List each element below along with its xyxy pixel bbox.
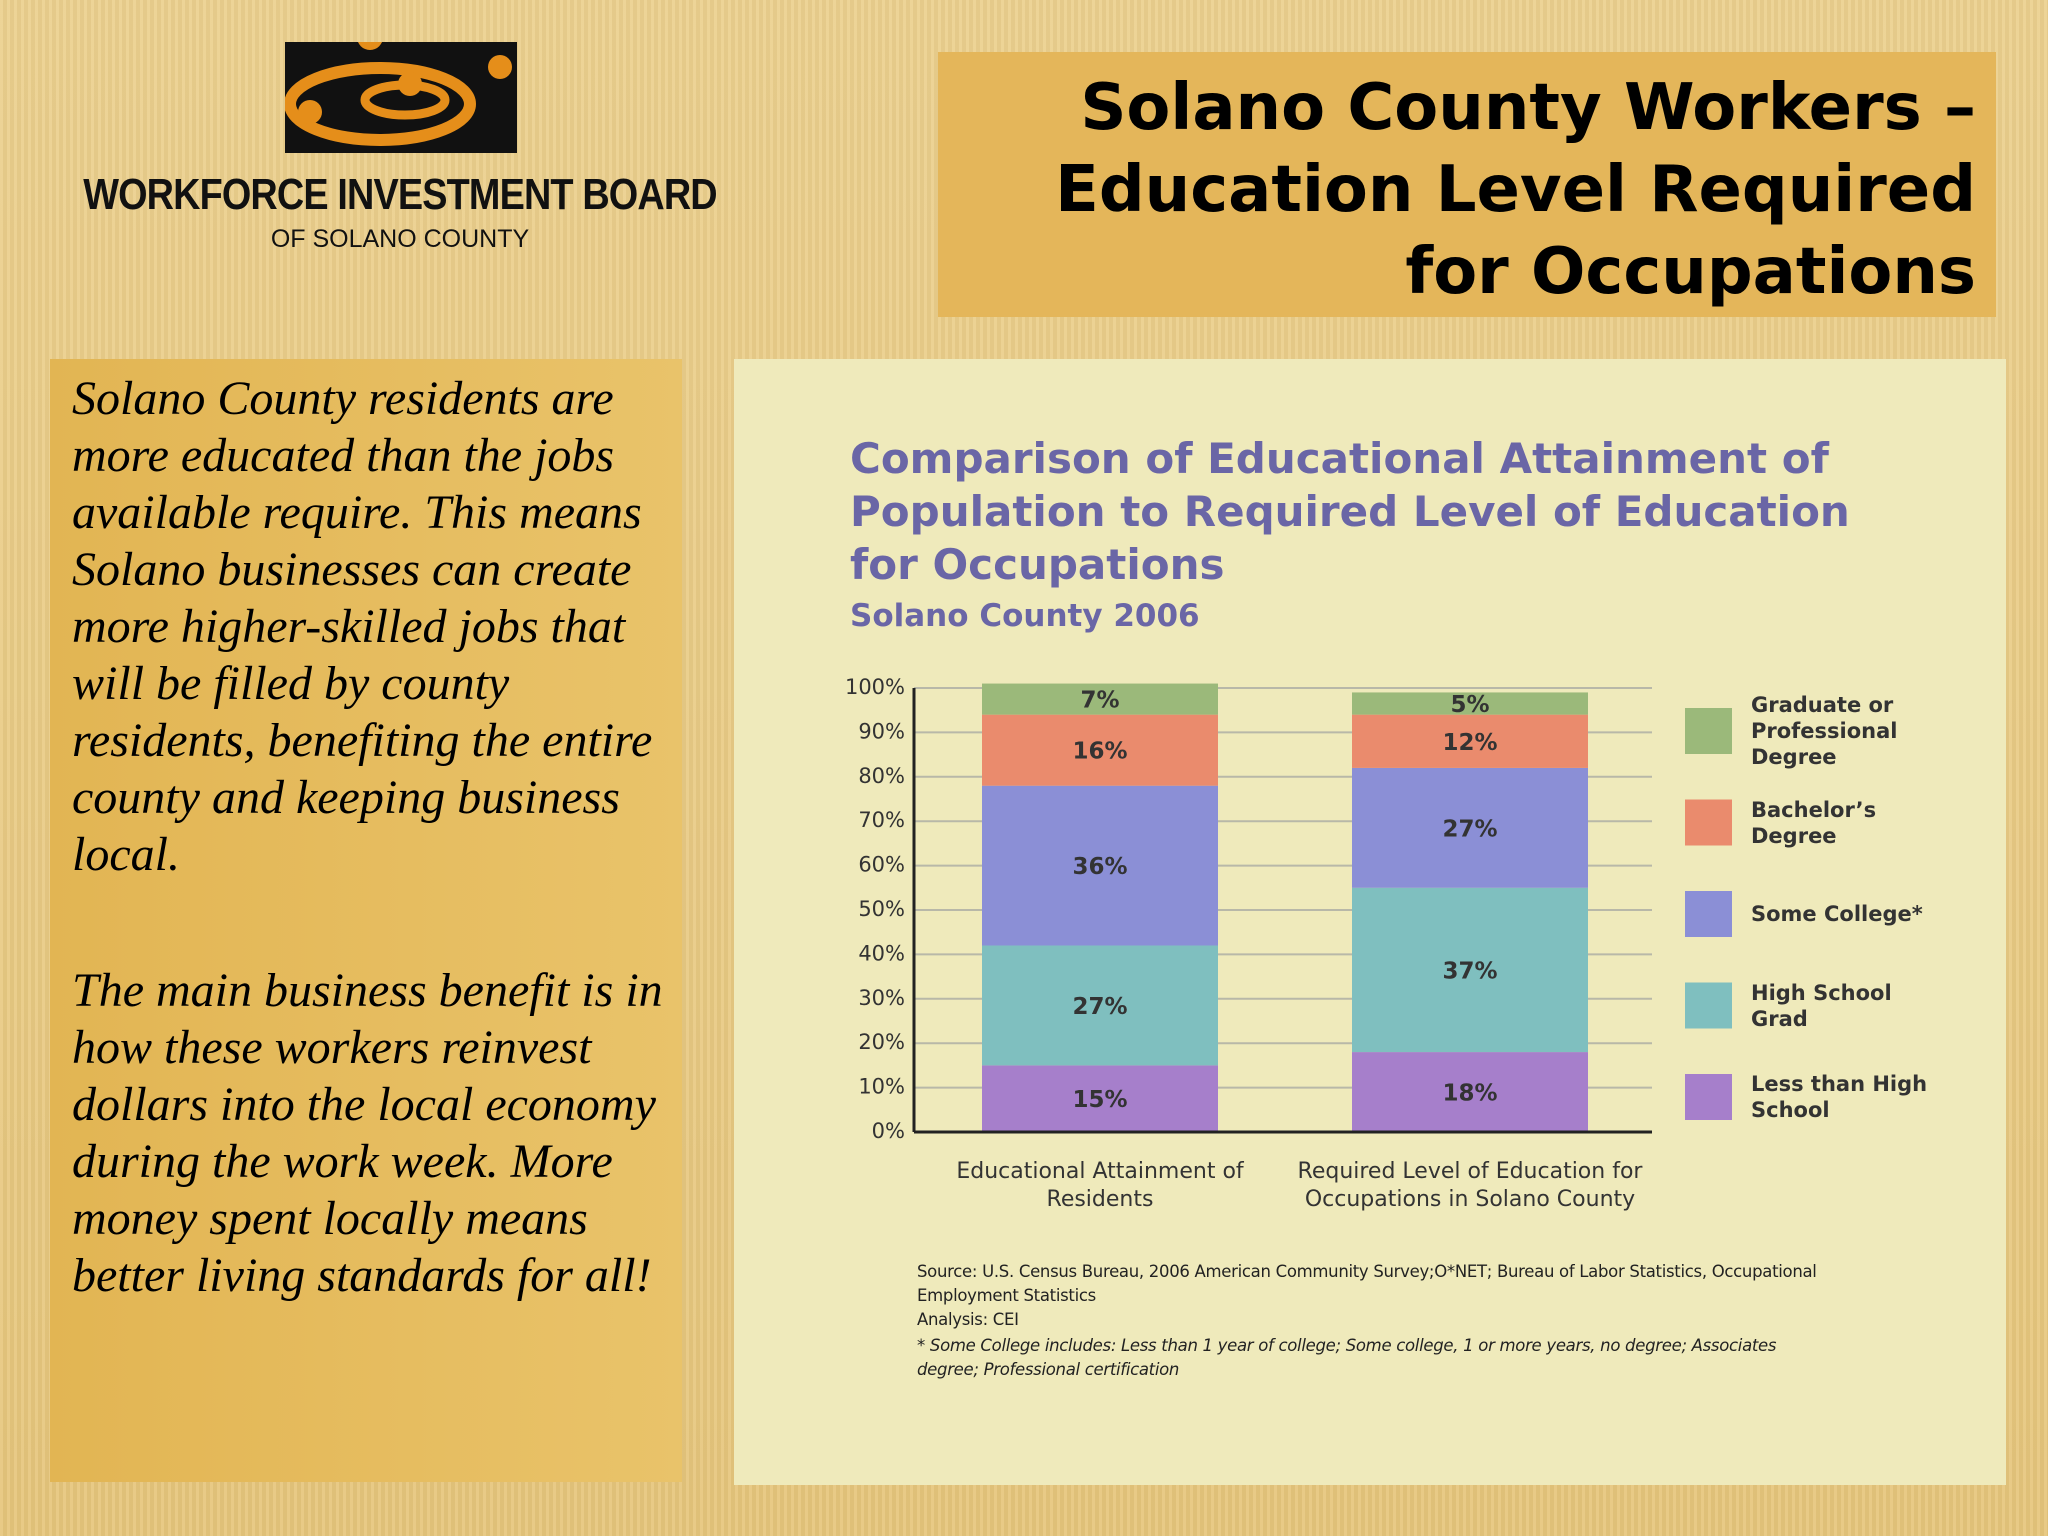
y-tick-label: 50% bbox=[858, 897, 905, 921]
paragraph: Solano County residents are more educate… bbox=[72, 372, 653, 881]
bar-segment bbox=[1352, 692, 1588, 715]
chart-subtitle: Solano County 2006 bbox=[850, 598, 1200, 634]
x-tick-label: Educational Attainment of Residents bbox=[956, 1159, 1244, 1212]
bar-segment bbox=[982, 714, 1218, 786]
data-label: 27% bbox=[1072, 994, 1127, 1020]
logo-subname: OF SOLANO COUNTY bbox=[270, 225, 530, 253]
y-tick-label: 0% bbox=[872, 1119, 905, 1143]
x-tick-label: Required Level of Education for Occupati… bbox=[1297, 1159, 1643, 1212]
legend-label: Some College* bbox=[1751, 902, 1923, 926]
slide-title: Education Level Required bbox=[1055, 153, 1976, 227]
bar-segment bbox=[1352, 767, 1588, 888]
data-label: 36% bbox=[1072, 854, 1127, 880]
y-tick-label: 80% bbox=[858, 764, 905, 788]
legend-swatch bbox=[1685, 891, 1732, 937]
paragraph: The main business benefit is in how thes… bbox=[72, 964, 663, 1302]
data-label: 18% bbox=[1442, 1081, 1497, 1107]
y-tick-label: 90% bbox=[858, 719, 905, 743]
source-note: Source: U.S. Census Bureau, 2006 America… bbox=[917, 1262, 1817, 1305]
text-panel bbox=[50, 359, 682, 1482]
legend-label: Less than High School bbox=[1751, 1072, 1928, 1122]
bar-segment bbox=[982, 945, 1218, 1066]
y-tick-label: 30% bbox=[858, 986, 905, 1010]
legend-swatch bbox=[1685, 982, 1732, 1029]
data-label: 5% bbox=[1450, 692, 1489, 718]
y-tick-label: 60% bbox=[858, 853, 905, 877]
y-tick-label: 100% bbox=[845, 675, 905, 699]
data-label: 7% bbox=[1080, 688, 1119, 714]
data-label: 37% bbox=[1442, 958, 1497, 984]
logo-mark bbox=[285, 42, 517, 153]
legend-swatch bbox=[1685, 708, 1732, 754]
y-tick-label: 10% bbox=[858, 1075, 905, 1099]
data-label: 27% bbox=[1442, 816, 1497, 842]
bar-segment bbox=[982, 683, 1218, 715]
legend-swatch bbox=[1685, 799, 1732, 846]
slide-title: Solano County Workers – bbox=[1080, 71, 1976, 145]
source-note: Analysis: CEI bbox=[917, 1310, 1019, 1329]
title-box bbox=[938, 52, 1996, 317]
logo-name: WORKFORCE INVESTMENT BOARD bbox=[83, 170, 717, 219]
y-tick-label: 70% bbox=[858, 808, 905, 832]
slide-title: for Occupations bbox=[1405, 235, 1976, 309]
data-label: 15% bbox=[1072, 1087, 1127, 1113]
chart-title: Comparison of Educational Attainment of … bbox=[850, 434, 1850, 589]
legend-swatch bbox=[1685, 1074, 1732, 1120]
bar-segment bbox=[1352, 714, 1588, 768]
y-tick-label: 20% bbox=[858, 1030, 905, 1054]
legend-label: Graduate or Professional Degree bbox=[1751, 693, 1898, 769]
data-label: 16% bbox=[1072, 739, 1127, 765]
legend-label: Bachelor’s Degree bbox=[1751, 797, 1877, 848]
source-note: * Some College includes: Less than 1 yea… bbox=[917, 1336, 1777, 1379]
bar-segment bbox=[982, 785, 1218, 946]
bar-segment bbox=[982, 1065, 1218, 1132]
logo-icon bbox=[285, 42, 512, 146]
y-tick-label: 40% bbox=[858, 941, 905, 965]
bar-segment bbox=[1352, 1052, 1588, 1132]
bar-segment bbox=[1352, 887, 1588, 1053]
legend-label: High School Grad bbox=[1751, 980, 1892, 1031]
data-label: 12% bbox=[1442, 730, 1497, 756]
